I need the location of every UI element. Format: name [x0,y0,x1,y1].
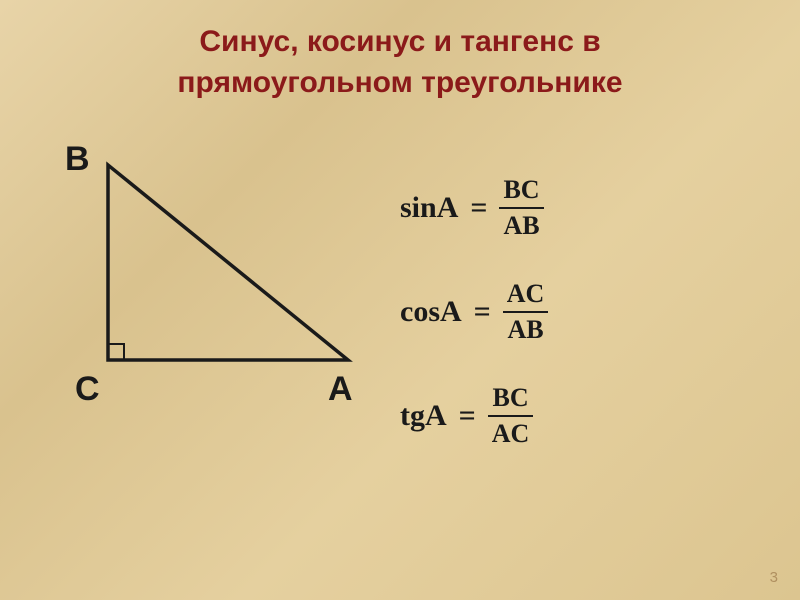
formula-tg: tgA = BC AC [400,383,548,449]
equals-sign: = [470,191,487,225]
fraction: BC AB [499,175,543,241]
fraction: AC AB [503,279,549,345]
vertex-label-a: А [328,370,353,409]
denominator: AC [488,417,534,449]
numerator: BC [488,383,532,415]
triangle-diagram: В С А [50,145,370,405]
vertex-label-c: С [75,370,100,409]
equals-sign: = [474,295,491,329]
formula-lhs: cosA [400,295,462,329]
denominator: AB [499,209,543,241]
formula-sin: sinA = BC AB [400,175,548,241]
triangle-shape [108,165,348,360]
page-number: 3 [770,569,778,586]
equals-sign: = [459,399,476,433]
title-line-2: прямоугольном треугольнике [0,63,800,104]
denominator: AB [503,313,547,345]
slide-title: Синус, косинус и тангенс в прямоугольном… [0,0,800,103]
title-line-1: Синус, косинус и тангенс в [0,22,800,63]
formula-cos: cosA = AC AB [400,279,548,345]
numerator: BC [499,175,543,207]
right-angle-marker [108,344,124,360]
formula-lhs: sinA [400,191,458,225]
formula-lhs: tgA [400,399,447,433]
formula-list: sinA = BC AB cosA = AC AB tgA = BC AC [400,175,548,487]
triangle-svg [50,145,370,405]
fraction: BC AC [488,383,534,449]
vertex-label-b: В [65,140,90,179]
numerator: AC [503,279,549,311]
